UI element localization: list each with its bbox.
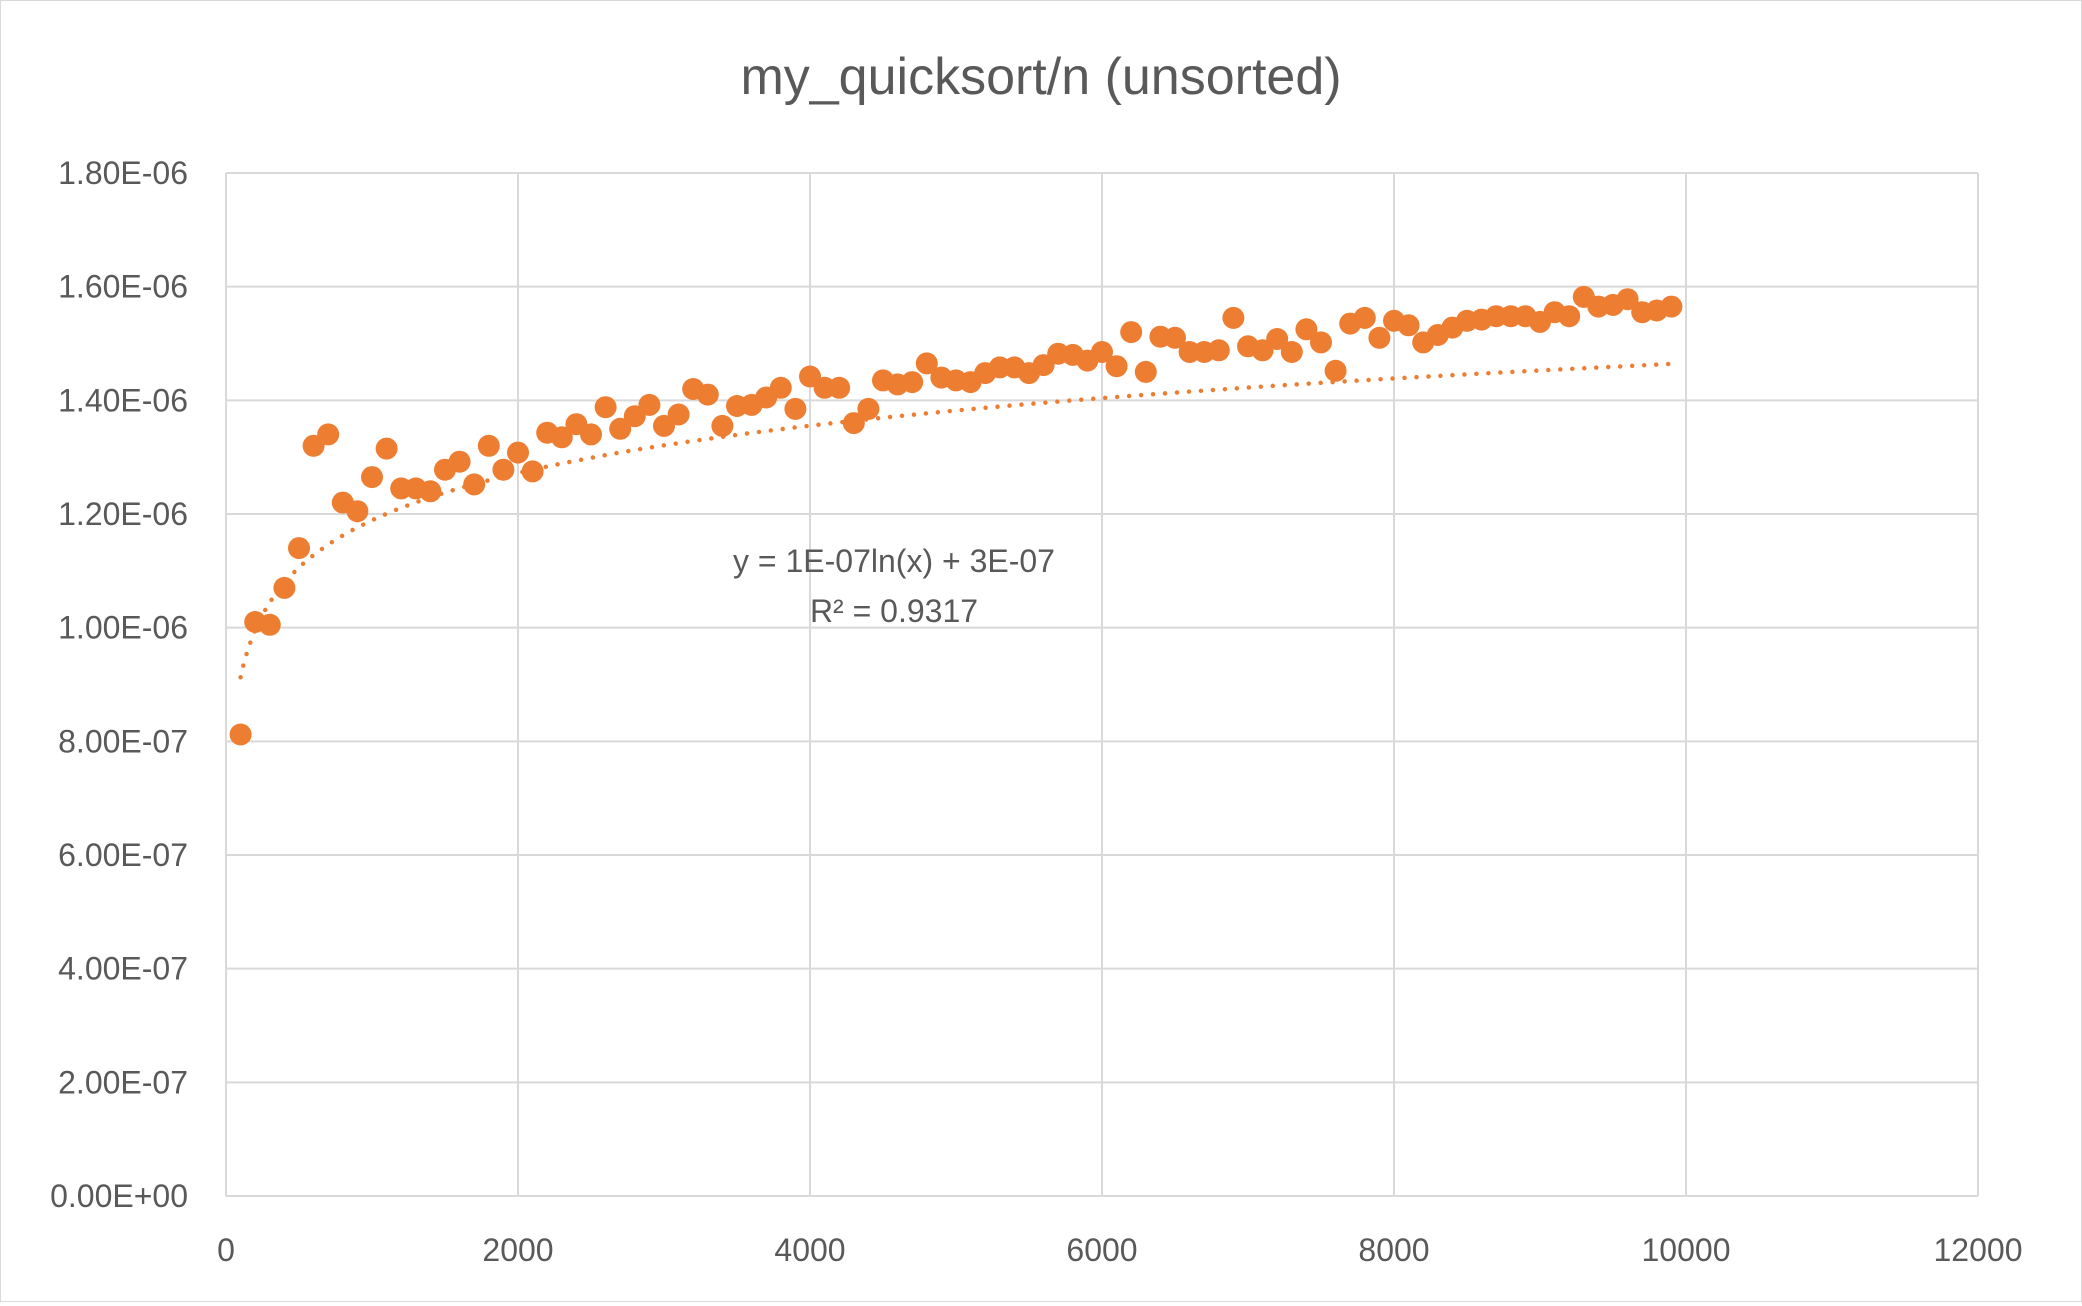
data-point (1120, 321, 1143, 344)
data-points (229, 285, 1683, 746)
data-point (857, 397, 880, 420)
data-point (419, 480, 442, 503)
data-point (1207, 339, 1230, 362)
data-point (769, 376, 792, 399)
y-tick-label: 1.00E-06 (58, 610, 188, 646)
data-point (1616, 288, 1639, 311)
data-point (258, 613, 281, 636)
data-point (1280, 341, 1303, 363)
y-tick-label: 4.00E-07 (58, 951, 188, 987)
data-point (1353, 306, 1376, 329)
data-point (288, 537, 310, 560)
data-point (492, 458, 515, 481)
data-point (1310, 331, 1332, 354)
data-point (1222, 306, 1245, 329)
data-point (1091, 341, 1113, 363)
gridlines (225, 172, 1979, 1197)
data-point (521, 460, 544, 483)
data-point (638, 393, 661, 416)
data-point (317, 423, 340, 446)
data-point (915, 352, 938, 375)
x-tick-label: 0 (217, 1232, 235, 1268)
data-point (696, 383, 719, 406)
data-point (477, 434, 500, 457)
data-point (463, 473, 486, 496)
data-point (667, 403, 690, 426)
y-tick-label: 2.00E-07 (58, 1064, 188, 1100)
data-point (580, 423, 602, 446)
y-tick-label: 1.80E-06 (58, 155, 188, 191)
data-point (711, 414, 734, 437)
data-point (594, 396, 617, 419)
data-point (1558, 305, 1581, 328)
y-axis-tick-labels: 0.00E+00 2.00E-07 4.00E-07 6.00E-07 8.00E-07… (50, 155, 188, 1214)
y-tick-label: 1.40E-06 (58, 382, 188, 418)
data-point (901, 371, 924, 394)
x-tick-label: 6000 (1066, 1232, 1137, 1268)
data-point (1105, 355, 1128, 378)
data-point (1134, 360, 1157, 383)
y-tick-label: 1.20E-06 (58, 496, 188, 532)
trendline-r-squared: R² = 0.9317 (810, 593, 978, 629)
y-tick-label: 6.00E-07 (58, 837, 188, 873)
data-point (1324, 359, 1347, 382)
x-tick-label: 4000 (774, 1232, 845, 1268)
data-point (346, 500, 369, 523)
data-point (1295, 318, 1318, 341)
trendline (238, 361, 1674, 680)
x-tick-label: 2000 (482, 1232, 553, 1268)
y-tick-label: 1.60E-06 (58, 269, 188, 305)
data-point (828, 376, 851, 399)
data-point (550, 426, 573, 449)
data-point (361, 466, 383, 489)
trendline-path (238, 361, 1674, 680)
x-tick-label: 8000 (1358, 1232, 1429, 1268)
y-tick-label: 8.00E-07 (58, 723, 188, 759)
data-point (375, 437, 398, 460)
data-point (609, 417, 632, 440)
x-tick-label: 12000 (1934, 1232, 2023, 1268)
data-point (1164, 326, 1186, 349)
trendline-equation: y = 1E-07ln(x) + 3E-07 (733, 543, 1055, 579)
data-point (229, 723, 252, 746)
x-axis-tick-labels: 0 2000 4000 6000 8000 10000 12000 (217, 1232, 2022, 1268)
chart-title: my_quicksort/n (unsorted) (740, 48, 1341, 106)
y-tick-label: 0.00E+00 (50, 1178, 188, 1214)
data-point (1660, 295, 1683, 318)
data-point (784, 397, 807, 420)
data-point (1397, 314, 1420, 337)
data-point (507, 441, 529, 464)
data-point (842, 412, 865, 435)
data-point (273, 576, 296, 599)
data-point (1266, 328, 1289, 350)
x-tick-label: 10000 (1642, 1232, 1731, 1268)
data-point (1368, 326, 1391, 349)
data-point (448, 450, 471, 473)
